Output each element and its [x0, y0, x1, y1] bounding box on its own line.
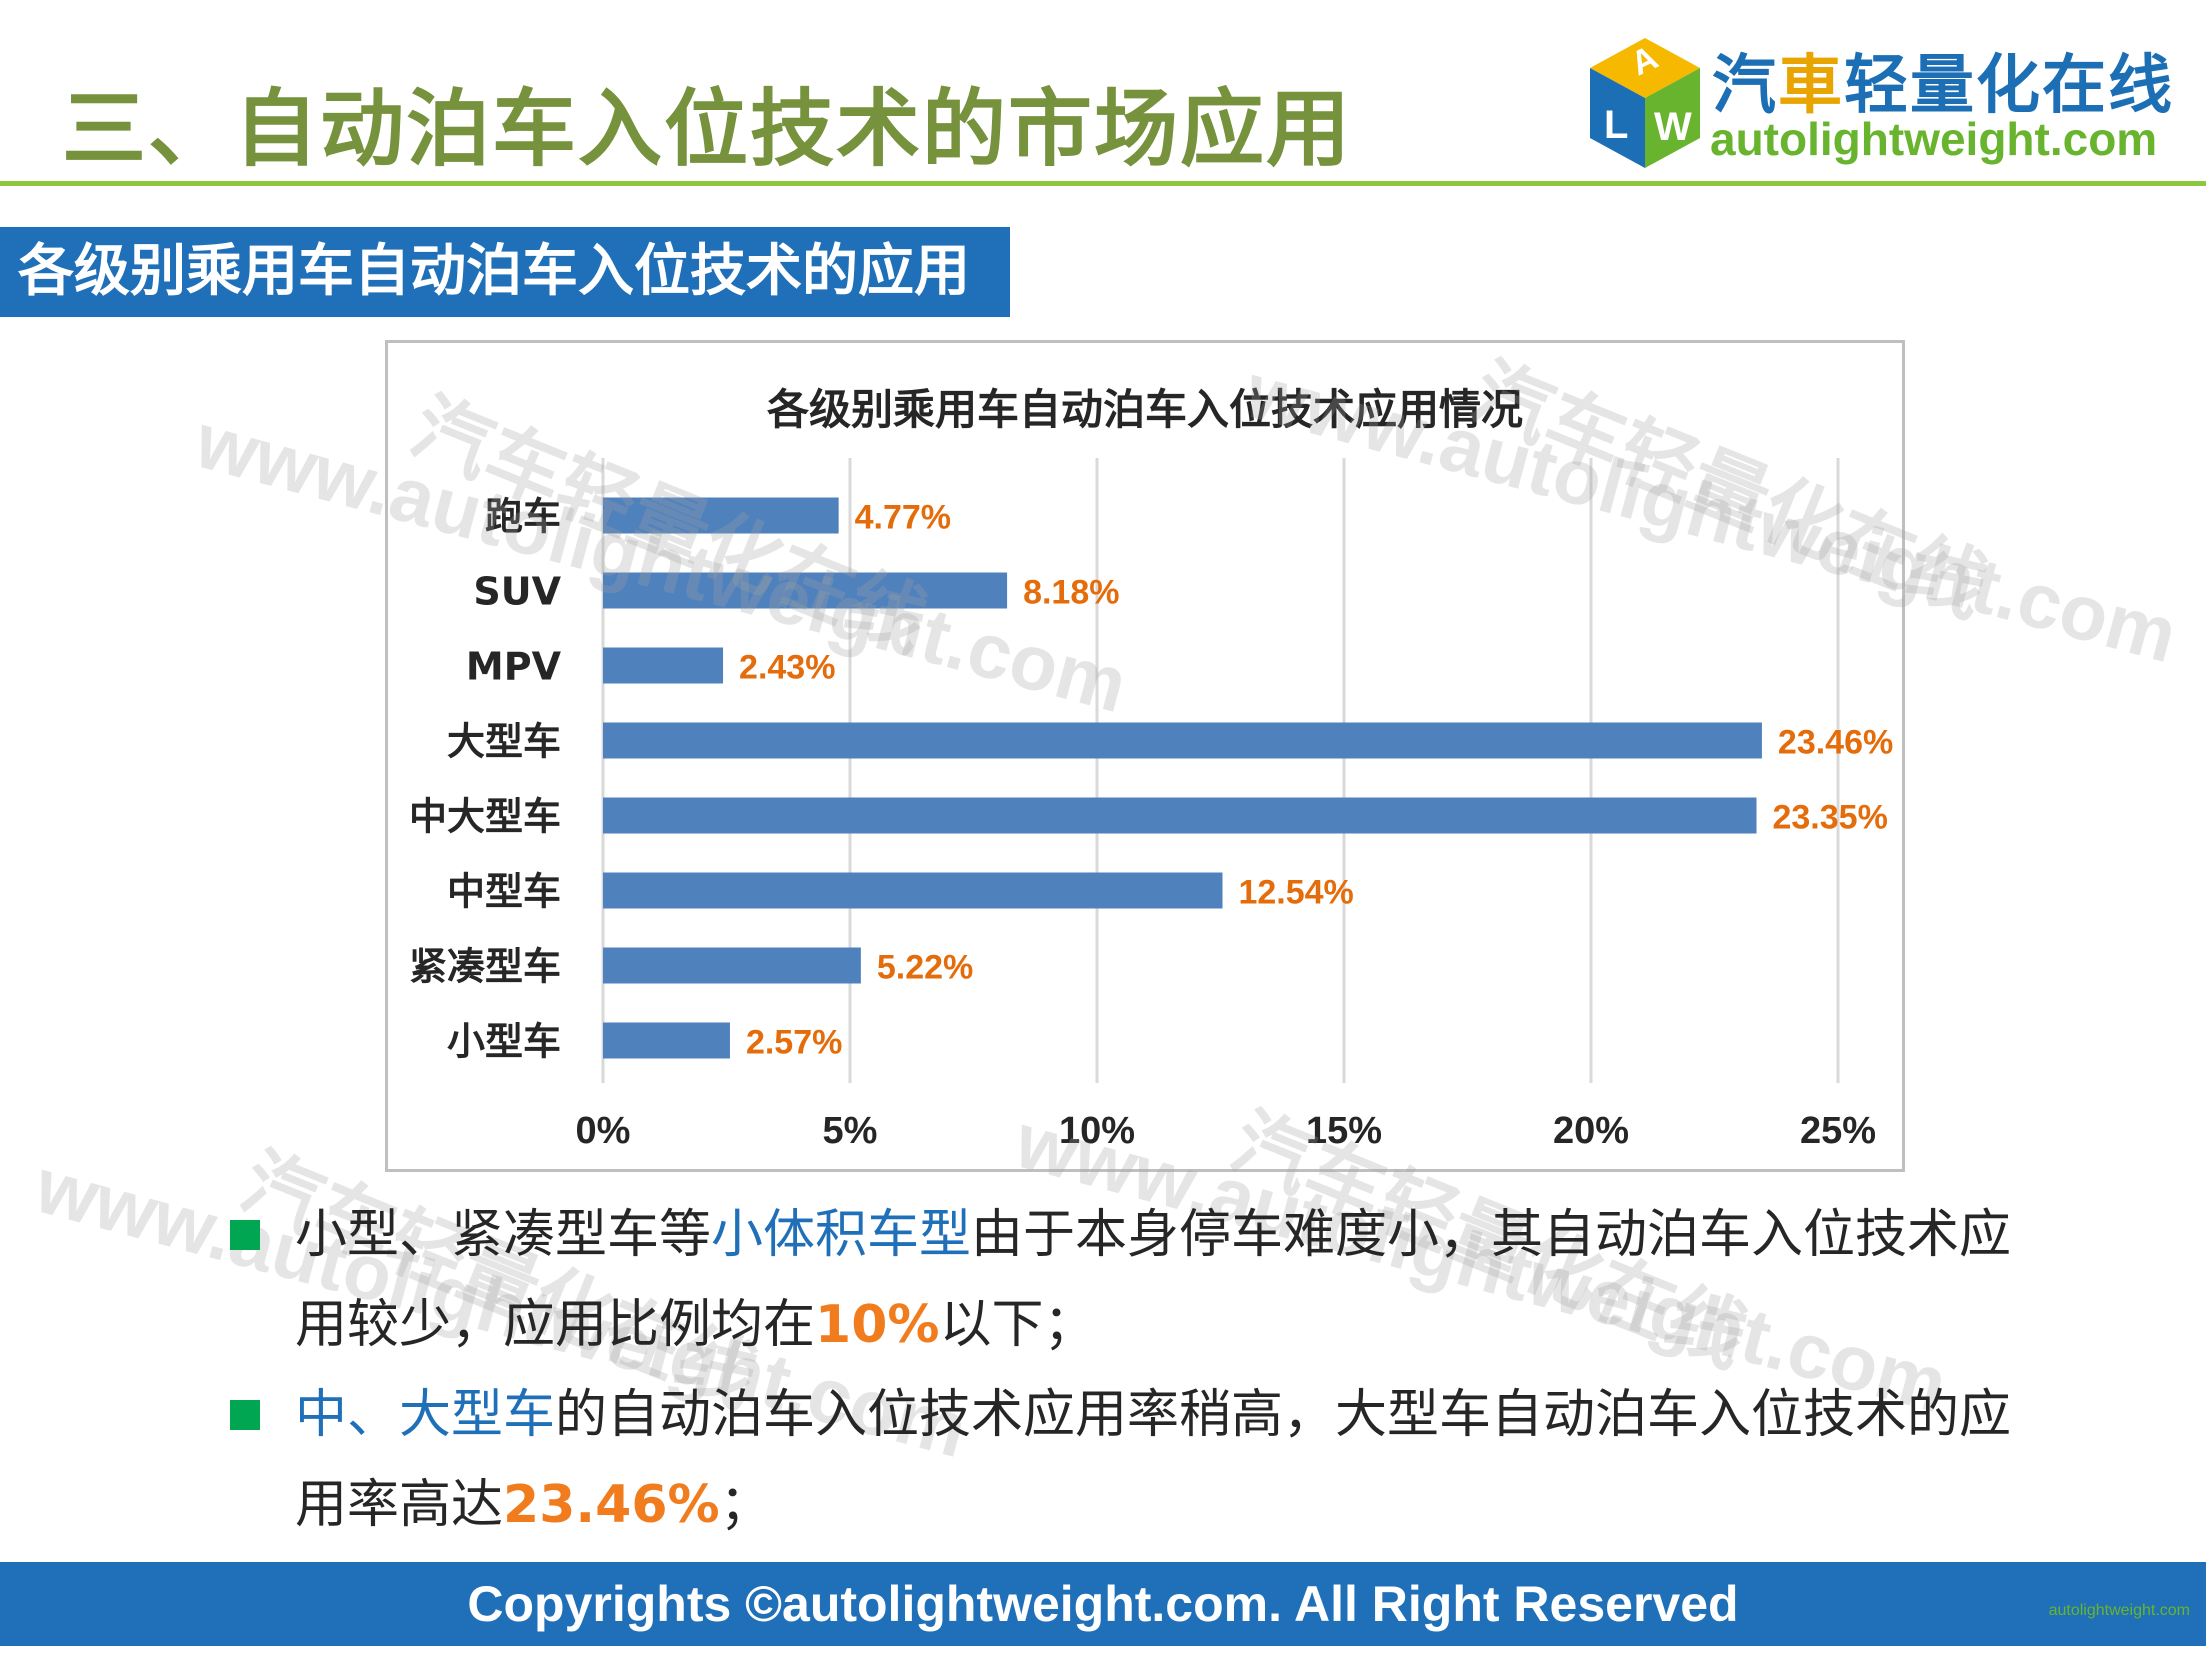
- x-tick-label: 20%: [1553, 1110, 1629, 1152]
- bar: [603, 797, 1757, 834]
- slide-title: 三、自动泊车入位技术的市场应用: [62, 80, 1353, 178]
- footer-mini-logo[interactable]: autolightweight.com: [2048, 1602, 2190, 1619]
- y-category-label: SUV: [473, 570, 561, 614]
- x-tick-label: 0%: [576, 1110, 631, 1152]
- bar: [603, 572, 1008, 609]
- logo-english-text: autolightweight.com: [1710, 113, 2158, 165]
- x-tick-label: 15%: [1306, 1110, 1382, 1152]
- bullet-square-icon: [230, 1400, 260, 1430]
- bar: [603, 497, 839, 534]
- x-tick-label: 10%: [1059, 1110, 1135, 1152]
- svg-text:W: W: [1654, 105, 1692, 149]
- data-label: 23.35%: [1772, 799, 1887, 837]
- bar: [603, 947, 861, 984]
- brand-logo[interactable]: A L W 汽車轻量化在线 autolightweight.com: [1580, 28, 2180, 178]
- data-label: 23.46%: [1778, 724, 1893, 762]
- y-category-label: 中型车: [447, 870, 561, 914]
- chart-title: 各级别乘用车自动泊车入位技术应用情况: [766, 385, 1523, 434]
- data-label: 4.77%: [855, 499, 951, 537]
- footer-bar: Copyrights ©autolightweight.com. All Rig…: [0, 1562, 2206, 1646]
- bar: [603, 1022, 730, 1059]
- section-heading: 各级别乘用车自动泊车入位技术的应用: [0, 227, 1010, 317]
- data-label: 12.54%: [1238, 874, 1353, 912]
- y-category-label: MPV: [466, 645, 562, 689]
- x-tick-label: 25%: [1800, 1110, 1876, 1152]
- bar: [603, 722, 1762, 759]
- chart-container: 各级别乘用车自动泊车入位技术应用情况 0% 5% 10% 15% 20% 25% 跑车 4.7…: [385, 340, 1905, 1172]
- y-category-label: 大型车: [447, 720, 561, 764]
- data-label: 2.43%: [739, 649, 835, 687]
- data-label: 2.57%: [746, 1024, 842, 1062]
- copyright-text: Copyrights ©autolightweight.com. All Rig…: [467, 1576, 1739, 1632]
- bar-chart: 0% 5% 10% 15% 20% 25% 跑车 4.77% SUV 8.18% MPV 2.43% 大…: [409, 458, 1893, 1152]
- y-category-label: 小型车: [447, 1020, 561, 1064]
- bar: [603, 872, 1223, 909]
- data-label: 8.18%: [1023, 574, 1119, 612]
- y-category-label: 跑车: [485, 495, 561, 539]
- y-category-label: 中大型车: [409, 795, 561, 839]
- alw-cube-icon: A L W: [1590, 38, 1700, 168]
- bullet-list: 小型、紧凑型车等小体积车型由于本身停车难度小，其自动泊车入位技术应用较少，应用比…: [230, 1190, 2060, 1550]
- bullet-item: 小型、紧凑型车等小体积车型由于本身停车难度小，其自动泊车入位技术应用较少，应用比…: [230, 1190, 2060, 1370]
- svg-text:L: L: [1604, 103, 1628, 147]
- title-divider: [0, 181, 2206, 186]
- bullet-square-icon: [230, 1220, 260, 1250]
- logo-chinese-text: 汽車轻量化在线: [1712, 49, 2174, 123]
- data-label: 5.22%: [877, 949, 973, 987]
- bullet-item: 中、大型车的自动泊车入位技术应用率稍高，大型车自动泊车入位技术的应用率高达23.…: [230, 1370, 2060, 1550]
- bar: [603, 647, 724, 684]
- x-tick-label: 5%: [823, 1110, 878, 1152]
- y-category-label: 紧凑型车: [409, 945, 561, 989]
